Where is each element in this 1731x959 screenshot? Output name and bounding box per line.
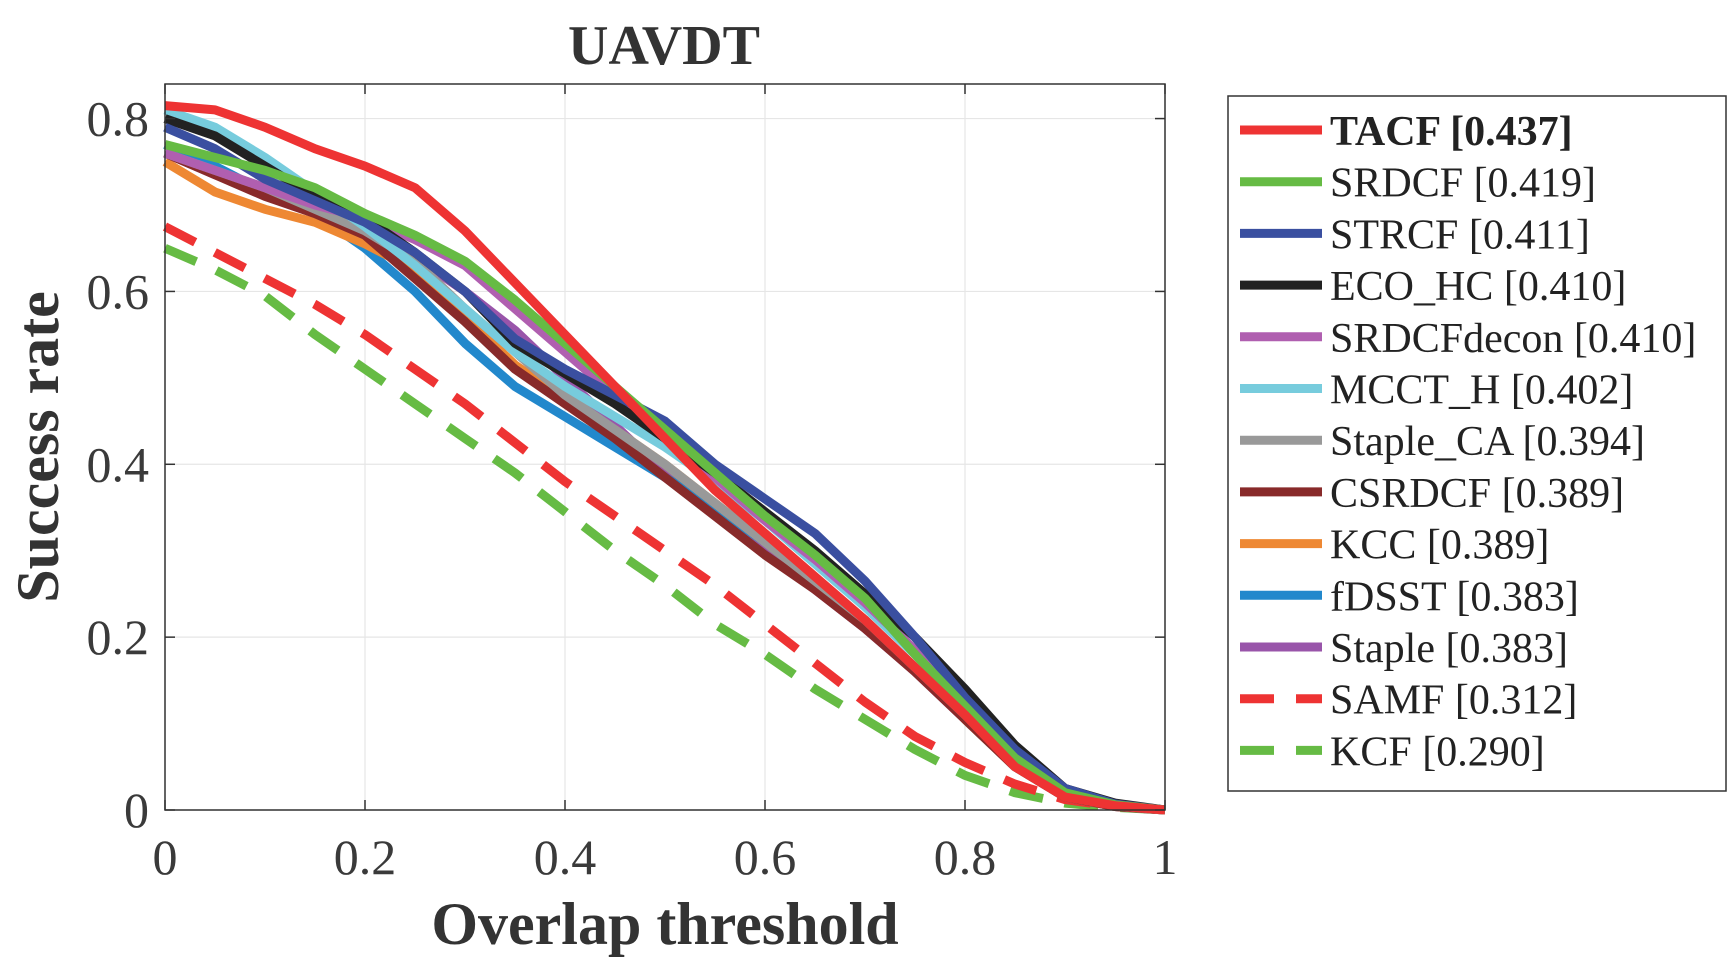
legend-label-tacf: TACF [0.437]: [1330, 109, 1573, 155]
y-tick-label: 0.2: [87, 609, 150, 665]
legend-label-srdcfdecon: SRDCFdecon [0.410]: [1330, 316, 1696, 362]
legend-label-strcf: STRCF [0.411]: [1330, 212, 1590, 258]
legend-label-samf: SAMF [0.312]: [1330, 678, 1577, 724]
x-tick-label: 1: [1153, 829, 1178, 885]
x-tick-label: 0.8: [934, 829, 997, 885]
series-line-tacf: [164, 101, 1166, 815]
chart-title: UAVDT: [568, 15, 760, 77]
series-line-samf: [162, 222, 1166, 815]
y-tick-label: 0.8: [87, 91, 150, 147]
plot-frame: [164, 83, 1166, 811]
axis-ticks: 0 0.2 0.4 0.6 0.8 1 0 0.2 0.4 0.6 0.8: [87, 84, 1178, 885]
legend-label-fdsst: fDSST [0.383]: [1330, 574, 1579, 620]
series-line-strcf: [163, 123, 1166, 815]
y-axis-label: Success rate: [5, 291, 71, 603]
legend-label-mcct-h: MCCT_H [0.402]: [1330, 368, 1633, 414]
legend: TACF [0.437] SRDCF [0.419] STRCF [0.411] EC…: [1240, 109, 1696, 775]
legend-label-staple: Staple [0.383]: [1330, 626, 1568, 672]
series-line-kcf: [163, 244, 1166, 815]
grid-lines: [164, 84, 1166, 811]
x-tick-label: 0.6: [734, 829, 797, 885]
legend-label-eco-hc: ECO_HC [0.410]: [1330, 264, 1626, 310]
x-tick-label: 0.2: [334, 829, 397, 885]
legend-label-staple-ca: Staple_CA [0.394]: [1330, 419, 1645, 465]
series-lines: [162, 101, 1166, 815]
legend-label-srdcf: SRDCF [0.419]: [1330, 161, 1596, 207]
legend-label-kcc: KCC [0.389]: [1330, 523, 1549, 569]
y-tick-label: 0.4: [87, 436, 150, 492]
y-tick-label: 0.6: [87, 263, 150, 319]
x-tick-label: 0.4: [534, 829, 597, 885]
legend-label-csrdcf: CSRDCF [0.389]: [1330, 471, 1624, 517]
y-tick-label: 0: [124, 782, 149, 838]
series-line-srdcf: [163, 140, 1166, 815]
legend-label-kcf: KCF [0.290]: [1330, 729, 1545, 775]
x-axis-label: Overlap threshold: [431, 891, 898, 957]
x-tick-label: 0: [153, 829, 178, 885]
